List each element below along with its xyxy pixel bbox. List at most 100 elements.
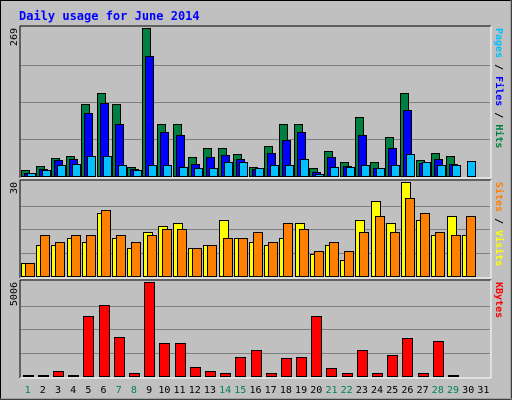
bar-sites-day-5 [86,235,96,277]
bar-sites-day-26 [405,198,415,277]
x-tick-label: 25 [386,385,398,396]
bar-kbytes-day-15 [235,357,246,377]
axis-label-part: / [493,106,504,124]
x-axis-labels: 1 2 3 4 5 6 7 8 9 10 11 12 13 14 15 16 17 18 19 20 21 22 23 24 2… [25,385,490,396]
bar-sites-day-3 [55,242,65,277]
bar-pages-day-25 [391,165,400,177]
bar-kbytes-day-10 [159,343,170,377]
x-tick-label: 18 [280,385,292,396]
bar-sites-day-8 [131,242,141,277]
bar-pages-day-5 [87,156,96,177]
bar-sites-day-18 [283,223,293,277]
chart-title: Daily usage for June 2014 [19,9,200,23]
x-tick-label: 5 [85,385,91,396]
bar-kbytes-day-27 [418,373,429,377]
x-tick-label: 4 [70,385,76,396]
chart-panels: 269 Pages / Files / Hits 30 Sites / Visits 5… [9,25,505,379]
series-axis-label: Sites / Visits [493,182,505,266]
bar-kbytes-day-9 [144,282,155,377]
bar-kbytes-day-2 [38,375,49,377]
x-tick-label: 16 [249,385,261,396]
series-axis-label: Pages / Files / Hits [493,28,505,148]
bar-pages-day-15 [239,162,248,177]
axis-label-part: Visits [493,230,505,266]
x-tick-label: 1 [25,385,31,396]
x-tick-label: 23 [356,385,368,396]
bar-pages-day-12 [194,168,203,177]
bar-pages-day-22 [346,167,355,177]
bar-kbytes-day-29 [448,375,459,377]
bar-sites-day-17 [268,242,278,277]
bar-pages-day-6 [103,156,112,177]
bar-kbytes-day-20 [311,316,322,377]
bar-sites-day-30 [466,216,476,277]
bar-sites-day-13 [207,245,217,277]
x-tick-label: 24 [371,385,383,396]
bar-sites-day-4 [71,235,81,277]
bar-sites-day-22 [344,251,354,277]
x-tick-label: 11 [174,385,186,396]
bar-pages-day-27 [422,162,431,177]
bar-pages-day-3 [57,165,66,177]
x-tick-label: 21 [325,385,337,396]
bar-kbytes-day-14 [220,373,231,377]
bar-pages-day-10 [163,165,172,177]
axis-label-part: / [493,212,504,230]
bar-pages-day-11 [179,167,188,177]
panel-kbytes: 5006 KBytes [9,279,504,379]
bar-pages-day-9 [148,165,157,177]
axis-label-part: Files [493,76,505,106]
bar-sites-day-19 [299,229,309,277]
bar-pages-day-19 [300,159,309,177]
x-tick-label: 3 [55,385,61,396]
bar-sites-day-29 [451,235,461,277]
bar-pages-day-8 [133,170,142,177]
bar-sites-day-25 [390,232,400,277]
bar-sites-day-16 [253,232,263,277]
x-tick-label: 2 [40,385,46,396]
axis-label-part: / [493,58,504,76]
bar-sites-day-6 [101,210,111,277]
panel-visits-sites: 30 Sites / Visits [9,179,505,279]
bar-pages-day-18 [285,165,294,177]
bar-kbytes-day-6 [99,305,110,377]
x-tick-label: 22 [341,385,353,396]
x-tick-label: 9 [146,385,152,396]
bar-kbytes-day-12 [190,367,201,377]
x-tick-label: 13 [204,385,216,396]
bar-kbytes-day-23 [357,350,368,377]
bar-kbytes-day-24 [372,373,383,377]
bar-sites-day-15 [238,238,248,277]
x-tick-label: 20 [310,385,322,396]
bar-sites-day-20 [314,251,324,277]
bar-sites-day-27 [420,213,430,277]
y-max-label: 30 [9,182,20,194]
bar-kbytes-day-26 [402,338,413,377]
bar-sites-day-10 [162,229,172,277]
bar-sites-day-12 [192,248,202,277]
x-tick-label: 19 [295,385,307,396]
bar-kbytes-day-25 [387,355,398,377]
x-tick-label: 27 [417,385,429,396]
bar-kbytes-day-21 [326,368,337,377]
bar-sites-day-28 [435,232,445,277]
bar-pages-day-23 [361,165,370,177]
bar-sites-day-2 [40,235,50,277]
x-tick-label: 7 [116,385,122,396]
x-tick-label: 29 [447,385,459,396]
bar-sites-day-23 [359,232,369,277]
bar-sites-day-1 [25,263,35,277]
axis-label-part: KBytes [493,282,504,318]
x-tick-label: 28 [432,385,444,396]
x-tick-label: 31 [477,385,489,396]
bar-kbytes-day-22 [342,373,353,377]
x-tick-label: 12 [189,385,201,396]
bar-pages-day-28 [437,165,446,177]
bar-pages-day-30 [467,161,476,177]
x-tick-label: 8 [131,385,137,396]
axis-label-part: Sites [493,182,505,212]
bar-sites-day-7 [116,235,126,277]
bar-pages-day-24 [376,168,385,177]
x-tick-label: 10 [158,385,170,396]
